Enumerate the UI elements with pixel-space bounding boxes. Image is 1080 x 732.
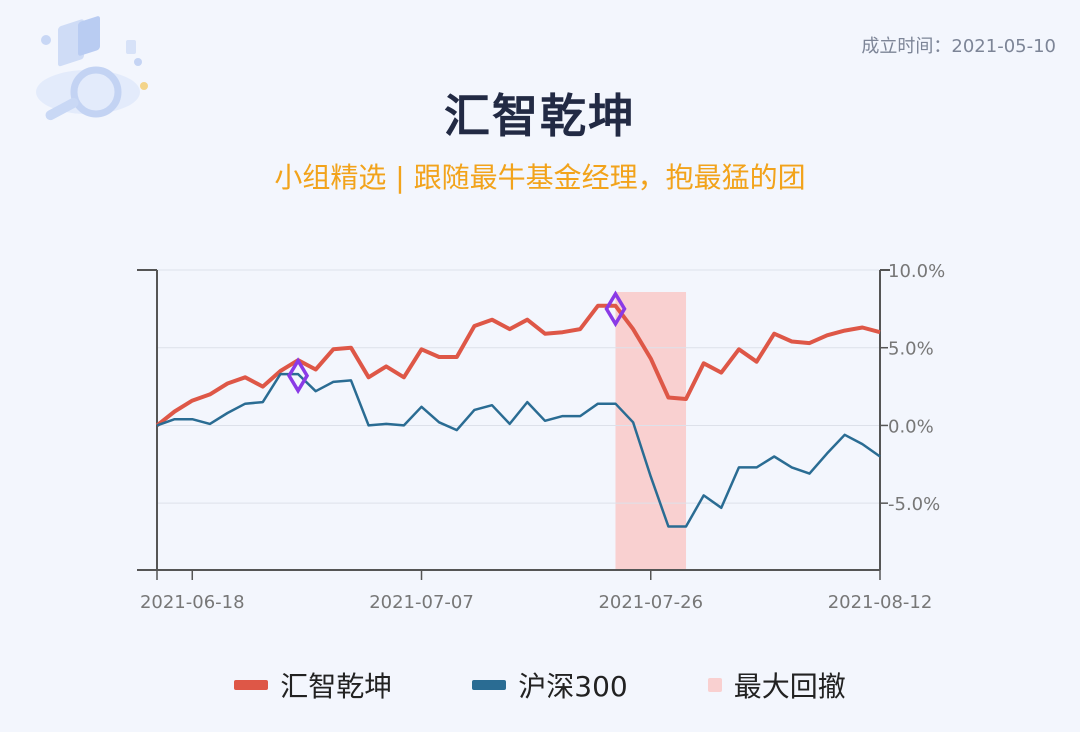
- series-line-fund: [155, 303, 881, 427]
- performance-chart: 10.0% 5.0% 0.0% -5.0% 2021-06-18 2021-07-07 20…: [137, 261, 945, 613]
- y-tick-label: 5.0%: [888, 339, 934, 360]
- y-tick-label: -5.0%: [888, 494, 940, 515]
- legend-label-drawdown: 最大回撤: [733, 670, 846, 703]
- page-subtitle: 小组精选 | 跟随最牛基金经理，抱最猛的团: [274, 161, 806, 194]
- page-title: 汇智乾坤: [444, 89, 636, 143]
- peak-marker: [287, 357, 310, 395]
- establish-date: 成立时间：2021-05-10: [861, 36, 1056, 57]
- chart-legend: 汇智乾坤 沪深300 最大回撤: [0, 665, 1080, 705]
- legend-item-drawdown: 最大回撤: [707, 665, 846, 705]
- y-tick-label: 0.0%: [888, 416, 934, 437]
- legend-swatch-drawdown: [707, 678, 722, 692]
- legend-swatch-index: [472, 680, 507, 690]
- legend-item-index: 沪深300: [472, 665, 628, 705]
- legend-label-fund: 汇智乾坤: [280, 670, 393, 703]
- x-tick-label: 2021-08-12: [828, 592, 933, 613]
- legend-swatch-fund: [234, 680, 269, 690]
- legend-item-fund: 汇智乾坤: [234, 665, 392, 705]
- x-tick-label: 2021-06-18: [140, 592, 245, 613]
- series-line-index: [156, 372, 881, 528]
- y-tick-label: 10.0%: [888, 261, 945, 282]
- peak-marker: [604, 290, 627, 328]
- magnifier-illustration-icon: [36, 16, 148, 121]
- x-tick-label: 2021-07-26: [598, 592, 703, 613]
- drawdown-region: [615, 292, 687, 570]
- legend-label-index: 沪深300: [518, 670, 628, 703]
- x-tick-label: 2021-07-07: [369, 592, 474, 613]
